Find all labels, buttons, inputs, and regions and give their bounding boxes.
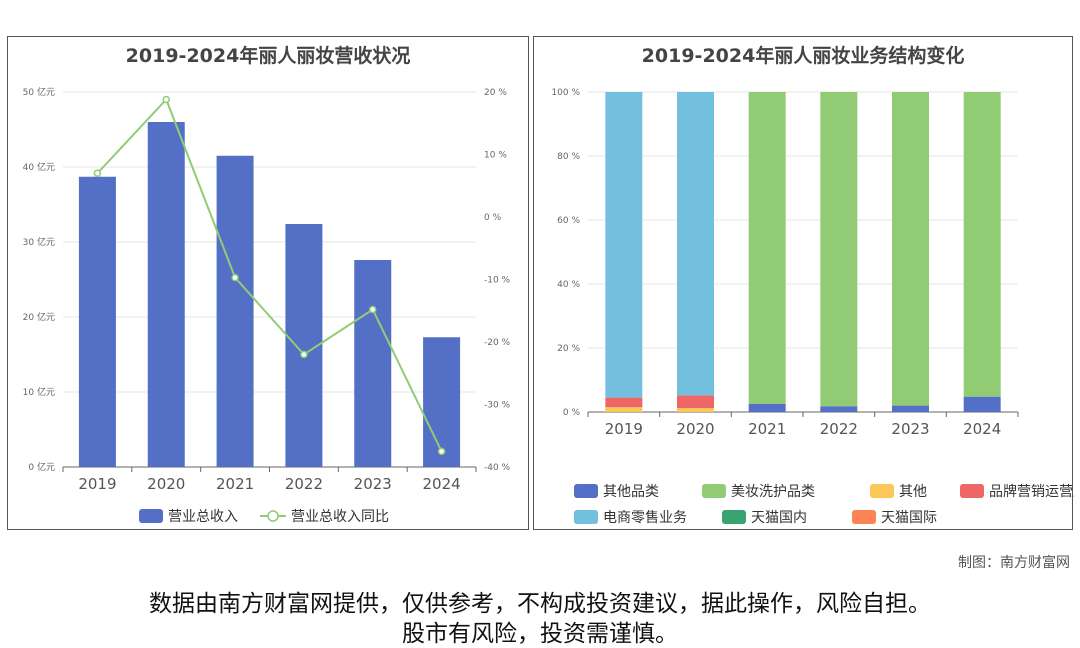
stacked-bar-segment: [963, 92, 1001, 397]
y-axis-tick-label: 100 %: [551, 88, 580, 98]
x-axis-tick-label: 2021: [216, 475, 254, 493]
legend-label: 天猫国内: [751, 510, 807, 526]
legend-swatch-revenue: [139, 509, 163, 523]
disclaimer-line-2: 股市有风险，投资需谨慎。: [402, 621, 678, 647]
disclaimer-line-1: 数据由南方财富网提供，仅供参考，不构成投资建议，据此操作，风险自担。: [149, 591, 931, 617]
legend-label: 美妆洗护品类: [731, 484, 815, 500]
legend-label: 电商零售业务: [603, 510, 687, 526]
y-axis-tick-label: 50 亿元: [23, 86, 55, 98]
legend-label: 其他品类: [603, 484, 659, 500]
x-axis-tick-label: 2019: [78, 475, 116, 493]
x-axis-tick-label: 2023: [354, 475, 392, 493]
revenue-bar: [78, 176, 116, 467]
x-axis-tick-label: 2022: [285, 475, 323, 493]
stacked-bar-segment: [677, 395, 714, 409]
stacked-bar-segment: [605, 407, 643, 412]
stacked-bar-segment: [892, 92, 929, 406]
y-axis-tick-label: 20 %: [557, 344, 580, 354]
legend-label: 品牌营销运营服务: [989, 483, 1074, 500]
y-axis-tick-label: 30 亿元: [23, 236, 55, 248]
legend-label: 天猫国际: [881, 510, 937, 526]
legend-swatch: [574, 484, 598, 498]
y-axis-tick-label: 20 亿元: [23, 311, 55, 323]
chart-credit: 制图：南方财富网: [958, 555, 1070, 571]
yoy-point: [231, 273, 239, 282]
y2-axis-tick-label: 0 %: [484, 213, 502, 223]
y-axis-tick-label: 60 %: [557, 216, 580, 226]
legend-label-yoy: 营业总收入同比: [291, 509, 389, 525]
stacked-bar-segment: [820, 406, 858, 412]
y2-axis-tick-label: -30 %: [484, 401, 511, 411]
revenue-bar: [216, 155, 254, 467]
legend-swatch: [960, 484, 984, 498]
y-axis-tick-label: 40 亿元: [23, 161, 55, 173]
yoy-point: [300, 350, 308, 359]
legend-swatch: [702, 484, 726, 498]
y-axis-tick-label: 40 %: [557, 280, 580, 290]
y2-axis-tick-label: 10 %: [484, 151, 507, 161]
legend-label: 其他: [899, 484, 927, 500]
revenue-chart-panel: 2019-2024年丽人丽妆营收状况 0 亿元 10 亿元 20 亿元 30 亿元 40…: [7, 36, 529, 530]
y2-axis-tick-label: -10 %: [484, 276, 511, 286]
y2-axis-tick-label: -20 %: [484, 338, 511, 348]
y2-axis-tick-label: 20 %: [484, 88, 507, 98]
y-axis-tick-label: 0 %: [563, 408, 581, 418]
stacked-bar-segment: [892, 405, 929, 412]
yoy-point: [93, 169, 102, 177]
x-axis-tick-label: 2022: [820, 420, 858, 438]
revenue-bar: [147, 122, 185, 467]
y-axis-tick-label: 10 亿元: [23, 386, 55, 398]
stacked-bar-segment: [820, 92, 858, 407]
x-axis-tick-label: 2024: [422, 475, 460, 493]
revenue-chart-title: 2019-2024年丽人丽妆营收状况: [125, 45, 411, 67]
yoy-point: [437, 447, 446, 456]
yoy-point: [162, 95, 170, 104]
x-axis-tick-label: 2021: [748, 420, 786, 438]
x-axis-tick-label: 2019: [605, 420, 643, 438]
stacked-bar-segment: [748, 92, 786, 404]
business-structure-chart-svg: 0 % 20 % 40 % 60 % 80 % 100 % 2019 2020 2021 2022…: [551, 88, 1074, 526]
stacked-bar-segment: [605, 92, 643, 398]
stacked-bar-segment: [605, 397, 643, 408]
legend-swatch: [870, 484, 894, 498]
revenue-bar: [354, 260, 392, 467]
y-axis-tick-label: 80 %: [557, 152, 580, 162]
business-structure-chart-title: 2019-2024年丽人丽妆业务结构变化: [641, 45, 965, 67]
legend-swatch: [574, 510, 598, 524]
x-axis-tick-label: 2020: [147, 475, 185, 493]
revenue-chart-svg: 0 亿元 10 亿元 20 亿元 30 亿元 40 亿元 50 亿元 -40 % -30 % -…: [23, 86, 511, 525]
stacked-bar-segment: [677, 408, 714, 412]
legend-label-revenue: 营业总收入: [168, 509, 238, 525]
yoy-point: [369, 305, 377, 314]
stacked-bar-segment: [748, 404, 786, 412]
legend-swatch: [852, 510, 876, 524]
legend-swatch-yoy-marker: [267, 510, 279, 522]
stacked-bar-segment: [963, 396, 1001, 412]
y-axis-tick-label: 0 亿元: [28, 461, 55, 473]
yoy-line: [96, 97, 443, 452]
revenue-bar: [423, 337, 461, 467]
stacked-bar-segment: [677, 92, 714, 396]
legend-swatch: [722, 510, 746, 524]
business-structure-chart-panel: 2019-2024年丽人丽妆业务结构变化 0 % 20 % 40 % 60 % 80 %…: [533, 36, 1074, 530]
x-axis-tick-label: 2020: [676, 420, 714, 438]
x-axis-tick-label: 2024: [963, 420, 1001, 438]
y2-axis-tick-label: -40 %: [484, 463, 511, 473]
x-axis-tick-label: 2023: [891, 420, 929, 438]
